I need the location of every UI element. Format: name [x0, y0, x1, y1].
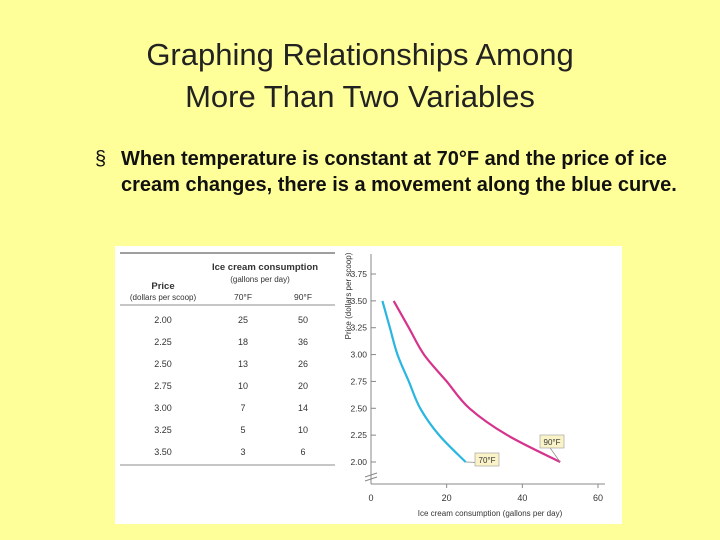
table-cell: 7: [240, 403, 245, 413]
table-cell: 20: [298, 381, 308, 391]
y-tick-label: 3.00: [350, 350, 367, 360]
title-line-1: Graphing Relationships Among: [146, 37, 574, 72]
table-cell: 10: [238, 381, 248, 391]
table-cell: 3: [240, 447, 245, 457]
table-cell: 2.25: [154, 337, 172, 347]
series-label: 70°F: [479, 456, 496, 465]
x-tick-label: 40: [517, 493, 527, 503]
curve-90f: [392, 300, 561, 463]
series-label-box: [539, 434, 565, 449]
x-tick-label: 20: [442, 493, 452, 503]
table-cell: 3.50: [154, 447, 172, 457]
y-axis-label: Price (dollars per scoop): [344, 252, 353, 339]
table-price-subheader: (dollars per scoop): [130, 293, 197, 302]
table-cell: 3.25: [154, 425, 172, 435]
y-tick-label: 3.50: [350, 296, 367, 306]
figure-panel: Ice cream consumption (gallons per day) …: [115, 246, 622, 524]
table-cell: 25: [238, 315, 248, 325]
y-tick-label: 2.25: [350, 430, 367, 440]
table-group-subheader: (gallons per day): [230, 275, 290, 284]
table-cell: 6: [300, 447, 305, 457]
title-line-2: More Than Two Variables: [185, 79, 535, 114]
table-cell: 3.00: [154, 403, 172, 413]
table-cell: 2.75: [154, 381, 172, 391]
table-cell: 2.50: [154, 359, 172, 369]
data-table: Ice cream consumption (gallons per day) …: [120, 252, 335, 466]
axis-break-mark: [364, 472, 378, 478]
figure-svg: Ice cream consumption (gallons per day) …: [120, 252, 605, 518]
table-cell: 18: [238, 337, 248, 347]
table-price-header: Price: [151, 281, 174, 292]
table-cell: 26: [298, 359, 308, 369]
y-tick-label: 2.00: [350, 457, 367, 467]
table-col-70: 70°F: [234, 292, 252, 302]
table-col-90: 90°F: [294, 292, 312, 302]
bullet-text: When temperature is constant at 70°F and…: [121, 148, 677, 196]
y-tick-label: 2.75: [350, 376, 367, 386]
x-tick-label: 0: [368, 493, 373, 503]
x-tick-label: 60: [593, 493, 603, 503]
series-label-box: [474, 452, 500, 467]
table-group-header: Ice cream consumption: [212, 262, 318, 273]
table-cell: 5: [240, 425, 245, 435]
table-cell: 50: [298, 315, 308, 325]
bullet-marker: §: [95, 148, 107, 170]
table-cell: 36: [298, 337, 308, 347]
y-tick-label: 3.25: [350, 323, 367, 333]
curve-70f: [381, 300, 467, 463]
table-cell: 2.00: [154, 315, 172, 325]
y-tick-label: 3.75: [350, 269, 367, 279]
table-cell: 13: [238, 359, 248, 369]
series-label: 90°F: [544, 438, 561, 447]
x-axis-label: Ice cream consumption (gallons per day): [418, 509, 563, 518]
y-tick-label: 2.50: [350, 403, 367, 413]
table-cell: 10: [298, 425, 308, 435]
slide-title: Graphing Relationships Among More Than T…: [40, 34, 680, 118]
axis-break-mark: [364, 476, 378, 482]
table-cell: 14: [298, 403, 308, 413]
chart-area: 2.00 2.25 2.50 2.75 3.00 3.25 3.50 3.75 0 20 40 60 P…: [344, 252, 605, 518]
